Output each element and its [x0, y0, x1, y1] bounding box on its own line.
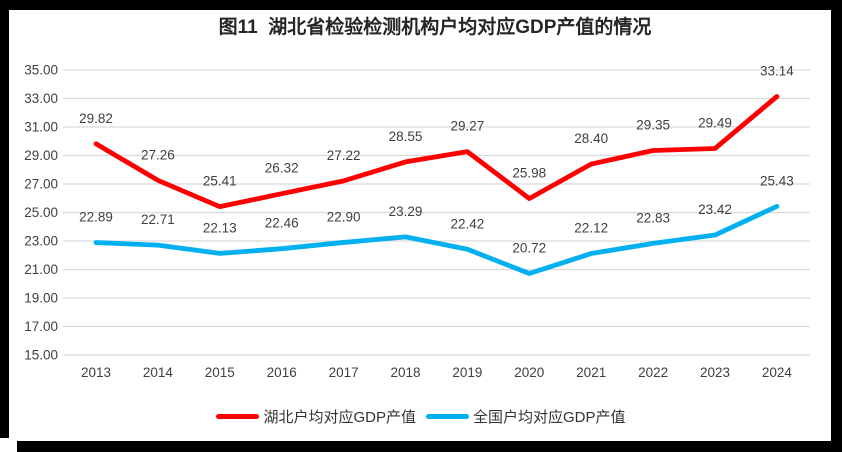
y-axis-tick-label: 17.00 — [24, 319, 58, 334]
legend-label-1: 全国户均对应GDP产值 — [473, 408, 626, 426]
data-label-series-0: 28.40 — [574, 131, 608, 146]
data-label-series-0: 29.35 — [636, 118, 670, 133]
x-axis-tick-label: 2018 — [390, 365, 420, 380]
data-label-series-0: 29.27 — [451, 119, 485, 134]
y-axis-tick-label: 27.00 — [24, 177, 58, 192]
data-label-series-0: 27.22 — [327, 148, 361, 163]
y-axis-tick-label: 19.00 — [24, 291, 58, 306]
data-label-series-1: 25.43 — [760, 173, 794, 188]
data-label-series-0: 33.14 — [760, 64, 794, 79]
data-label-series-1: 23.42 — [698, 202, 732, 217]
series-line-0 — [93, 94, 780, 210]
y-axis-tick-label: 23.00 — [24, 234, 58, 249]
series-line-1 — [93, 203, 780, 276]
y-axis-tick-label: 35.00 — [24, 63, 58, 78]
x-axis-tick-label: 2016 — [267, 365, 297, 380]
data-label-series-1: 22.46 — [265, 216, 299, 231]
x-axis-tick-label: 2020 — [514, 365, 544, 380]
y-axis-tick-label: 33.00 — [24, 91, 58, 106]
x-axis-tick-label: 2017 — [329, 365, 359, 380]
y-axis-tick-label: 15.00 — [24, 348, 58, 363]
data-label-series-0: 29.82 — [79, 111, 113, 126]
x-axis-tick-label: 2015 — [205, 365, 235, 380]
x-axis-tick-label: 2024 — [762, 365, 793, 380]
y-axis-tick-label: 31.00 — [24, 120, 58, 135]
data-label-series-1: 22.42 — [451, 216, 485, 231]
data-label-series-0: 25.41 — [203, 174, 237, 189]
data-label-series-0: 29.49 — [698, 116, 732, 131]
legend-swatch-1 — [426, 413, 469, 419]
legend-swatch-0 — [216, 413, 260, 419]
y-axis-tick-label: 25.00 — [24, 205, 58, 220]
frame-right-bar — [831, 0, 842, 452]
frame-left-bar — [0, 0, 9, 438]
data-label-series-0: 25.98 — [512, 166, 546, 181]
x-axis-tick-label: 2013 — [81, 365, 111, 380]
x-axis-tick-label: 2023 — [700, 365, 730, 380]
x-axis-tick-label: 2021 — [576, 365, 606, 380]
data-label-series-1: 20.72 — [512, 240, 546, 255]
chart-legend: 湖北户均对应GDP产值 全国户均对应GDP产值 — [0, 402, 842, 430]
data-label-series-1: 22.89 — [79, 210, 113, 225]
data-label-series-1: 23.29 — [389, 204, 423, 219]
legend-label-0: 湖北户均对应GDP产值 — [263, 408, 416, 426]
data-label-series-1: 22.13 — [203, 220, 237, 235]
frame-top-bar — [0, 0, 842, 10]
data-label-series-0: 27.26 — [141, 147, 175, 162]
chart-title: 图11 湖北省检验检测机构户均对应GDP产值的情况 — [218, 17, 652, 38]
x-axis-tick-label: 2022 — [638, 365, 668, 380]
legend-item-1: 全国户均对应GDP产值 — [426, 406, 626, 427]
y-axis-tick-label: 29.00 — [24, 148, 58, 163]
data-label-series-1: 22.71 — [141, 212, 175, 227]
y-axis-tick-label: 21.00 — [24, 262, 58, 277]
x-axis-tick-label: 2019 — [452, 365, 482, 380]
data-label-series-1: 22.90 — [327, 209, 361, 224]
x-axis-tick-label: 2014 — [143, 365, 174, 380]
data-label-series-0: 28.55 — [389, 129, 423, 144]
data-label-series-1: 22.12 — [574, 221, 608, 236]
data-label-series-1: 22.83 — [636, 210, 670, 225]
legend-item-0: 湖北户均对应GDP产值 — [216, 406, 416, 427]
frame-bottom-bar — [17, 441, 842, 452]
data-label-series-0: 26.32 — [265, 161, 299, 176]
